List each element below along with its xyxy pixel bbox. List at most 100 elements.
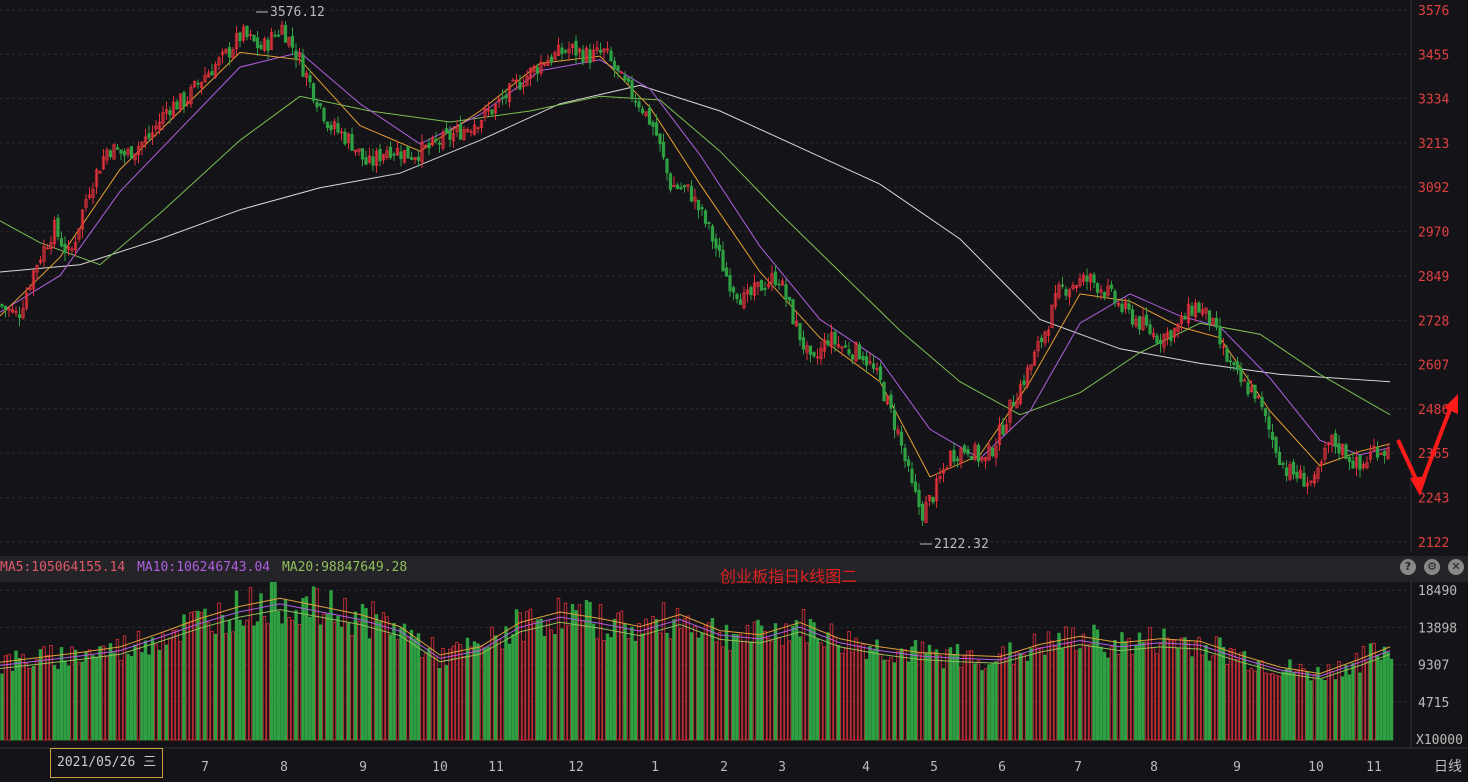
candle-body [1295,471,1299,479]
volume-bar [122,635,127,741]
candle-body [752,282,757,296]
volume-bar [500,648,505,741]
candle-body [238,32,242,42]
volume-bar [637,622,641,741]
volume-bar [311,586,316,741]
candle-body [1330,434,1334,445]
candle-body [1386,447,1390,459]
price-tick-label: 2122 [1418,536,1449,551]
volume-bar [1116,654,1121,741]
candle-body [514,79,519,83]
candle-body [1141,316,1145,330]
help-icon[interactable]: ? [1400,559,1416,575]
volume-bar [1169,640,1173,741]
volume-bar [402,623,407,741]
vol-ma10-label: MA10:106246743.04 [137,560,271,575]
volume-bar [430,637,435,741]
candle-body [896,429,900,434]
candle-body [1267,416,1271,430]
volume-bar [395,639,400,741]
candle-body [1116,302,1121,306]
candle-body [1228,360,1233,363]
candle-body [385,150,389,158]
volume-bar [266,623,270,741]
volume-bar [63,660,67,741]
volume-bar [798,636,802,741]
candle-body [682,185,687,188]
volume-bar [1242,651,1247,741]
candle-body [528,67,533,79]
candle-body [672,184,676,187]
candle-body [875,368,879,371]
candle-body [1029,364,1033,370]
candle-body [1344,444,1348,459]
volume-bar [966,650,970,741]
candle-body [1067,289,1072,298]
panel-controls: ? ⚙ ✕ [1400,559,1464,575]
candle-body [262,38,267,51]
volume-tick-label: 4715 [1418,696,1449,711]
volume-bar [1312,674,1317,741]
volume-bar [616,612,620,741]
volume-bar [248,587,253,741]
close-icon[interactable]: ✕ [1448,559,1464,575]
cursor-date: 2021/05/26 [57,755,136,770]
volume-bar [917,653,921,741]
volume-bars[interactable] [0,580,1394,741]
volume-bar [1088,643,1093,741]
volume-bar [693,625,697,741]
candle-body [1011,401,1016,407]
candle-body [945,467,949,470]
volume-bar [556,597,561,741]
volume-bar [689,632,694,741]
candle-body [1274,436,1278,453]
settings-icon[interactable]: ⚙ [1424,559,1440,575]
candlesticks[interactable] [0,20,1390,527]
candle-body [948,450,953,467]
candle-body [479,119,484,128]
candle-body [1144,314,1149,326]
candle-body [924,501,928,524]
candle-body [878,366,883,380]
volume-bar [238,619,242,741]
candle-body [476,127,480,130]
volume-bar [1057,632,1061,741]
volume-bar [10,670,15,741]
volume-bar [1102,651,1107,741]
ma-line-ma5 [0,51,1391,478]
volume-bar [273,581,277,741]
candle-body [1218,326,1222,345]
period-selector[interactable]: 日线 [1434,759,1462,775]
volume-bar [1207,660,1212,741]
volume-bar [178,641,183,741]
candle-body [1053,293,1058,307]
volume-bar [1200,654,1205,741]
candle-body [773,271,778,286]
volume-bar [143,640,148,741]
volume-bar [465,637,470,741]
volume-bar [861,643,865,741]
volume-bar [164,644,169,741]
volume-bar [332,621,337,741]
volume-bar [325,613,330,741]
volume-bar [574,610,578,741]
candle-body [493,103,498,114]
volume-bar [1095,629,1100,741]
candle-body [658,133,662,145]
candle-body [868,361,872,364]
volume-bar [1211,655,1215,741]
candle-body [1372,445,1376,452]
candle-body [588,49,592,64]
candle-body [836,344,841,348]
volume-bar [630,626,634,741]
volume-bar [819,642,823,741]
volume-bar [654,619,659,741]
volume-bar [1344,665,1348,741]
volume-bar [476,643,480,741]
candle-body [591,49,596,62]
candle-body [140,141,144,148]
volume-bar [899,648,904,741]
candle-body [717,244,722,251]
candle-body [847,349,851,355]
